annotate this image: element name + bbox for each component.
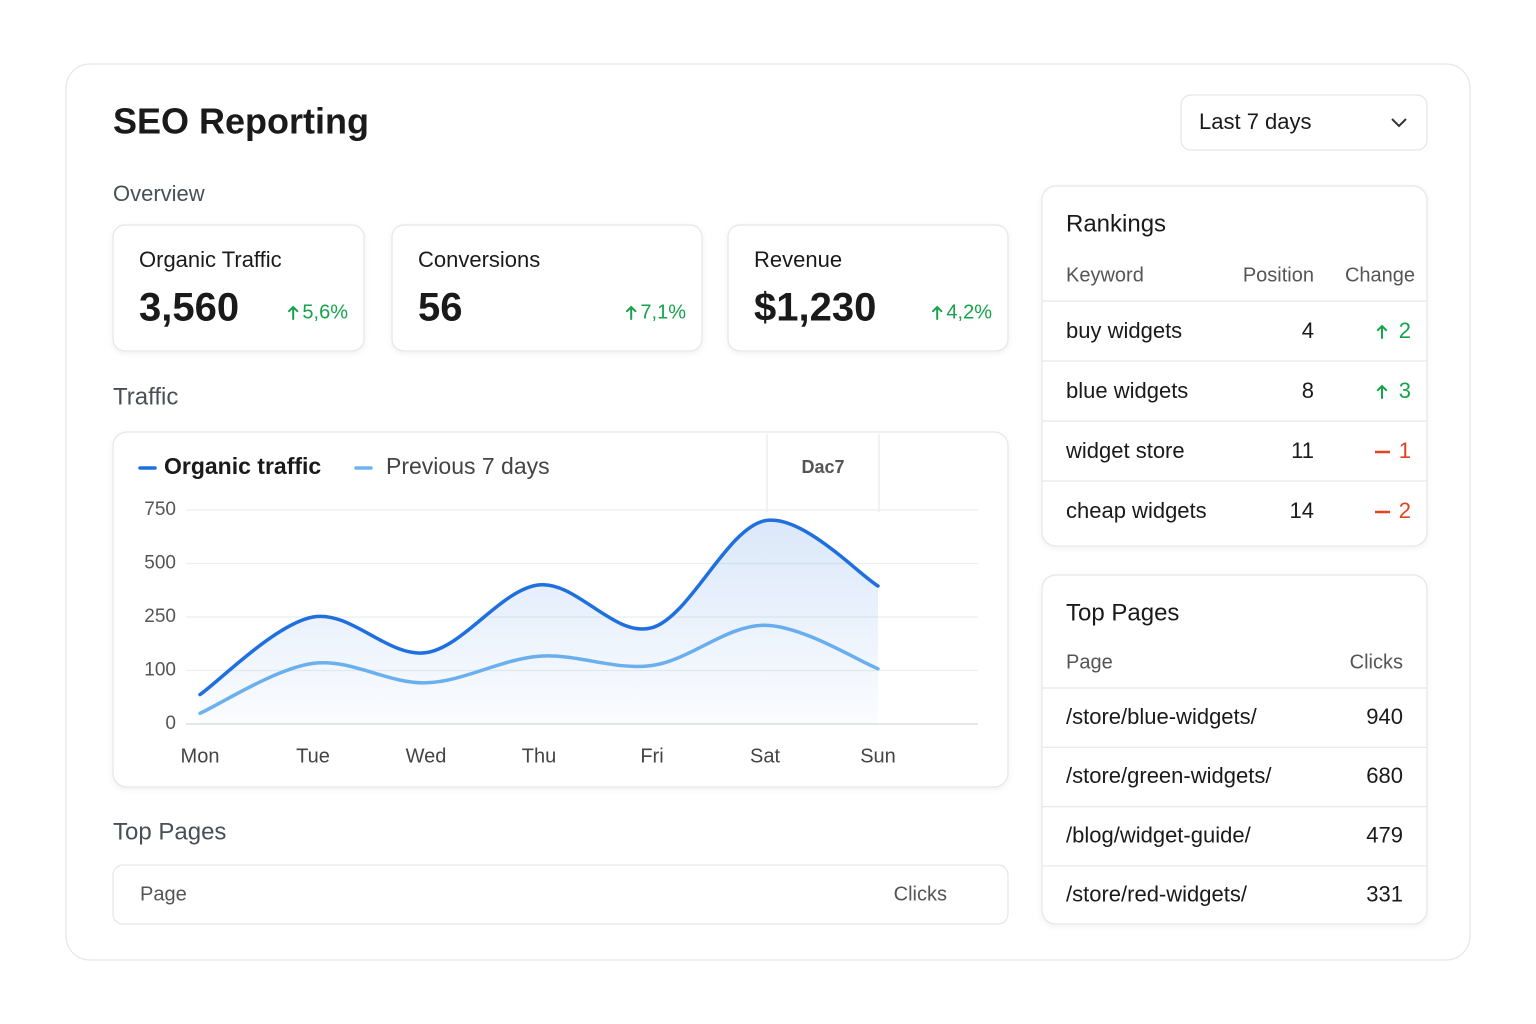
clicks: 940 xyxy=(1366,704,1403,729)
x-tick-label: Sun xyxy=(860,745,896,767)
x-tick-label: Thu xyxy=(522,745,556,767)
kpi-value: 56 xyxy=(418,286,463,330)
arrow-up-icon xyxy=(1376,384,1388,399)
column-header: Position xyxy=(1243,264,1314,286)
legend-label: Previous 7 days xyxy=(386,453,550,479)
line xyxy=(198,518,880,697)
rank-change: 1 xyxy=(1399,438,1411,463)
table-card xyxy=(112,864,1009,925)
kpi-label: Revenue xyxy=(754,247,842,272)
chevron[interactable] xyxy=(1391,118,1407,128)
rank-change: 2 xyxy=(1399,498,1411,523)
clicks: 331 xyxy=(1366,882,1403,907)
kpi-label: Organic Traffic xyxy=(139,247,282,272)
kpi-change: 5,6% xyxy=(302,301,348,323)
kpi-card xyxy=(391,224,703,352)
position: 8 xyxy=(1302,378,1314,403)
page-path: /blog/widget-guide/ xyxy=(1066,822,1252,847)
chart-annotation: Dac7 xyxy=(801,457,844,477)
page-path: /store/red-widgets/ xyxy=(1066,882,1248,907)
y-tick-label: 100 xyxy=(144,660,176,681)
section-label: Traffic xyxy=(113,383,178,410)
kpi-change: 4,2% xyxy=(946,301,992,323)
arrow-up-icon xyxy=(1376,324,1388,339)
range-label[interactable]: Last 7 days xyxy=(1199,109,1312,134)
y-tick-label: 750 xyxy=(144,499,176,520)
rank-change: 3 xyxy=(1399,378,1411,403)
keyword: buy widgets xyxy=(1066,318,1182,343)
x-tick-label: Sat xyxy=(750,745,780,767)
y-tick-label: 0 xyxy=(165,713,176,734)
kpi-value: 3,560 xyxy=(139,286,239,330)
column-header: Clicks xyxy=(894,883,947,905)
page-path: /store/blue-widgets/ xyxy=(1066,704,1258,729)
kpi-change: 7,1% xyxy=(640,301,686,323)
keyword: blue widgets xyxy=(1066,378,1188,403)
section-label: Overview xyxy=(113,181,205,206)
arrow-up-icon xyxy=(626,305,637,320)
position: 4 xyxy=(1302,318,1314,343)
arrow-up-icon xyxy=(288,305,299,320)
x-tick-label: Tue xyxy=(296,745,330,767)
column-header: Page xyxy=(1066,651,1113,673)
keyword: cheap widgets xyxy=(1066,498,1207,523)
y-tick-label: 250 xyxy=(144,606,176,627)
x-tick-label: Wed xyxy=(406,745,447,767)
card-title: Top Pages xyxy=(1066,599,1179,626)
y-tick-label: 500 xyxy=(144,553,176,574)
clicks: 479 xyxy=(1366,822,1403,847)
keyword: widget store xyxy=(1065,438,1185,463)
position: 11 xyxy=(1291,438,1314,463)
area xyxy=(200,520,878,724)
kpi-value: $1,230 xyxy=(754,286,876,330)
range-dropdown[interactable] xyxy=(1180,94,1428,151)
page-path: /store/green-widgets/ xyxy=(1066,763,1272,788)
column-header: Page xyxy=(140,883,187,905)
column-header: Keyword xyxy=(1066,264,1144,286)
arrow-up-icon xyxy=(932,305,943,320)
legend-label: Organic traffic xyxy=(164,453,321,479)
section-label: Top Pages xyxy=(113,818,226,845)
kpi-label: Conversions xyxy=(418,247,540,272)
top-pages-card xyxy=(1041,574,1428,925)
rankings-card xyxy=(1041,185,1428,547)
rank-change: 2 xyxy=(1399,318,1411,343)
card-title: Rankings xyxy=(1066,210,1166,237)
x-tick-label: Fri xyxy=(640,745,663,767)
column-header: Clicks xyxy=(1350,651,1403,673)
x-tick-label: Mon xyxy=(181,745,220,767)
kpi-card xyxy=(112,224,365,352)
clicks: 680 xyxy=(1366,763,1403,788)
page-title: SEO Reporting xyxy=(113,101,369,142)
column-header: Change xyxy=(1345,264,1415,286)
position: 14 xyxy=(1290,498,1314,523)
